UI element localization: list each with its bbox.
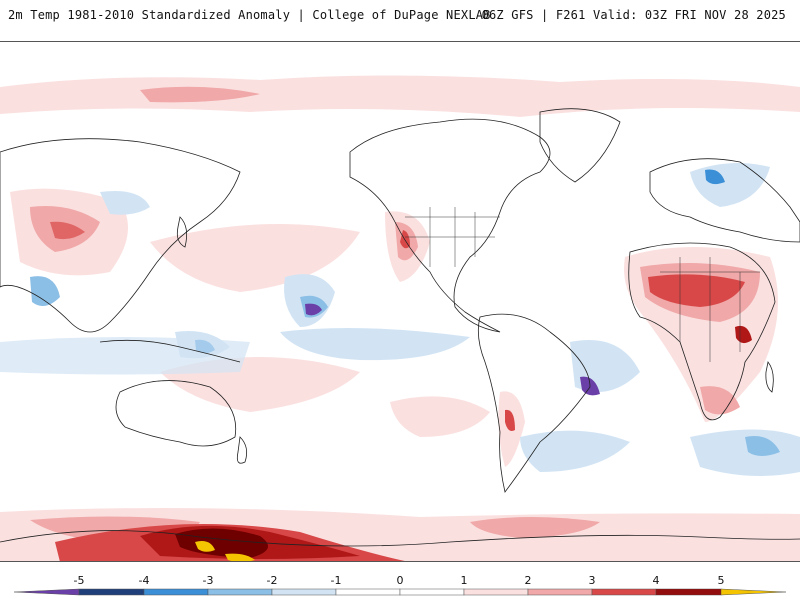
legend-swatch-2-to-3 bbox=[527, 588, 593, 596]
legend-swatch-above-5 bbox=[720, 588, 787, 596]
legend-tick-minus-2: -2 bbox=[266, 574, 278, 587]
legend-tick-2: 2 bbox=[524, 574, 532, 587]
legend-swatch-zero-to-minus-1 bbox=[335, 588, 401, 596]
legend-swatch-3-to-4 bbox=[591, 588, 657, 596]
run-info: 06Z GFS | F261 Valid: 03Z FRI NOV 28 202… bbox=[481, 8, 786, 22]
coastline-outlines bbox=[0, 108, 800, 547]
legend-tick-minus-1: -1 bbox=[330, 574, 342, 587]
legend-swatch-minus-4-to-minus-5 bbox=[78, 588, 145, 596]
legend-bar bbox=[13, 588, 787, 596]
color-legend: -5 -4 -3 -2 -1 0 1 2 3 4 5 bbox=[0, 566, 800, 600]
map-title: 2m Temp 1981-2010 Standardized Anomaly |… bbox=[8, 8, 491, 22]
legend-swatch-1-to-2 bbox=[463, 588, 529, 596]
legend-tick-3: 3 bbox=[588, 574, 596, 587]
legend-tick-5: 5 bbox=[717, 574, 725, 587]
political-borders bbox=[405, 207, 760, 362]
legend-swatch-below-minus-5 bbox=[13, 588, 80, 596]
legend-tick-zero: 0 bbox=[396, 574, 404, 587]
legend-swatch-4-to-5-dark bbox=[656, 589, 721, 595]
legend-swatch-zero-to-1 bbox=[399, 588, 465, 596]
legend-swatch-minus-2-to-minus-3 bbox=[207, 588, 273, 596]
legend-tick-minus-3: -3 bbox=[202, 574, 214, 587]
legend-tick-1: 1 bbox=[460, 574, 468, 587]
anomaly-shading bbox=[0, 75, 800, 561]
anomaly-map-canvas bbox=[0, 75, 800, 561]
legend-swatch-minus-3-to-minus-4 bbox=[143, 588, 209, 596]
legend-tick-minus-5: -5 bbox=[73, 574, 85, 587]
anomaly-map bbox=[0, 41, 800, 562]
legend-tick-4: 4 bbox=[652, 574, 660, 587]
legend-swatch-minus-1-to-minus-2 bbox=[271, 588, 337, 596]
legend-tick-minus-4: -4 bbox=[138, 574, 150, 587]
